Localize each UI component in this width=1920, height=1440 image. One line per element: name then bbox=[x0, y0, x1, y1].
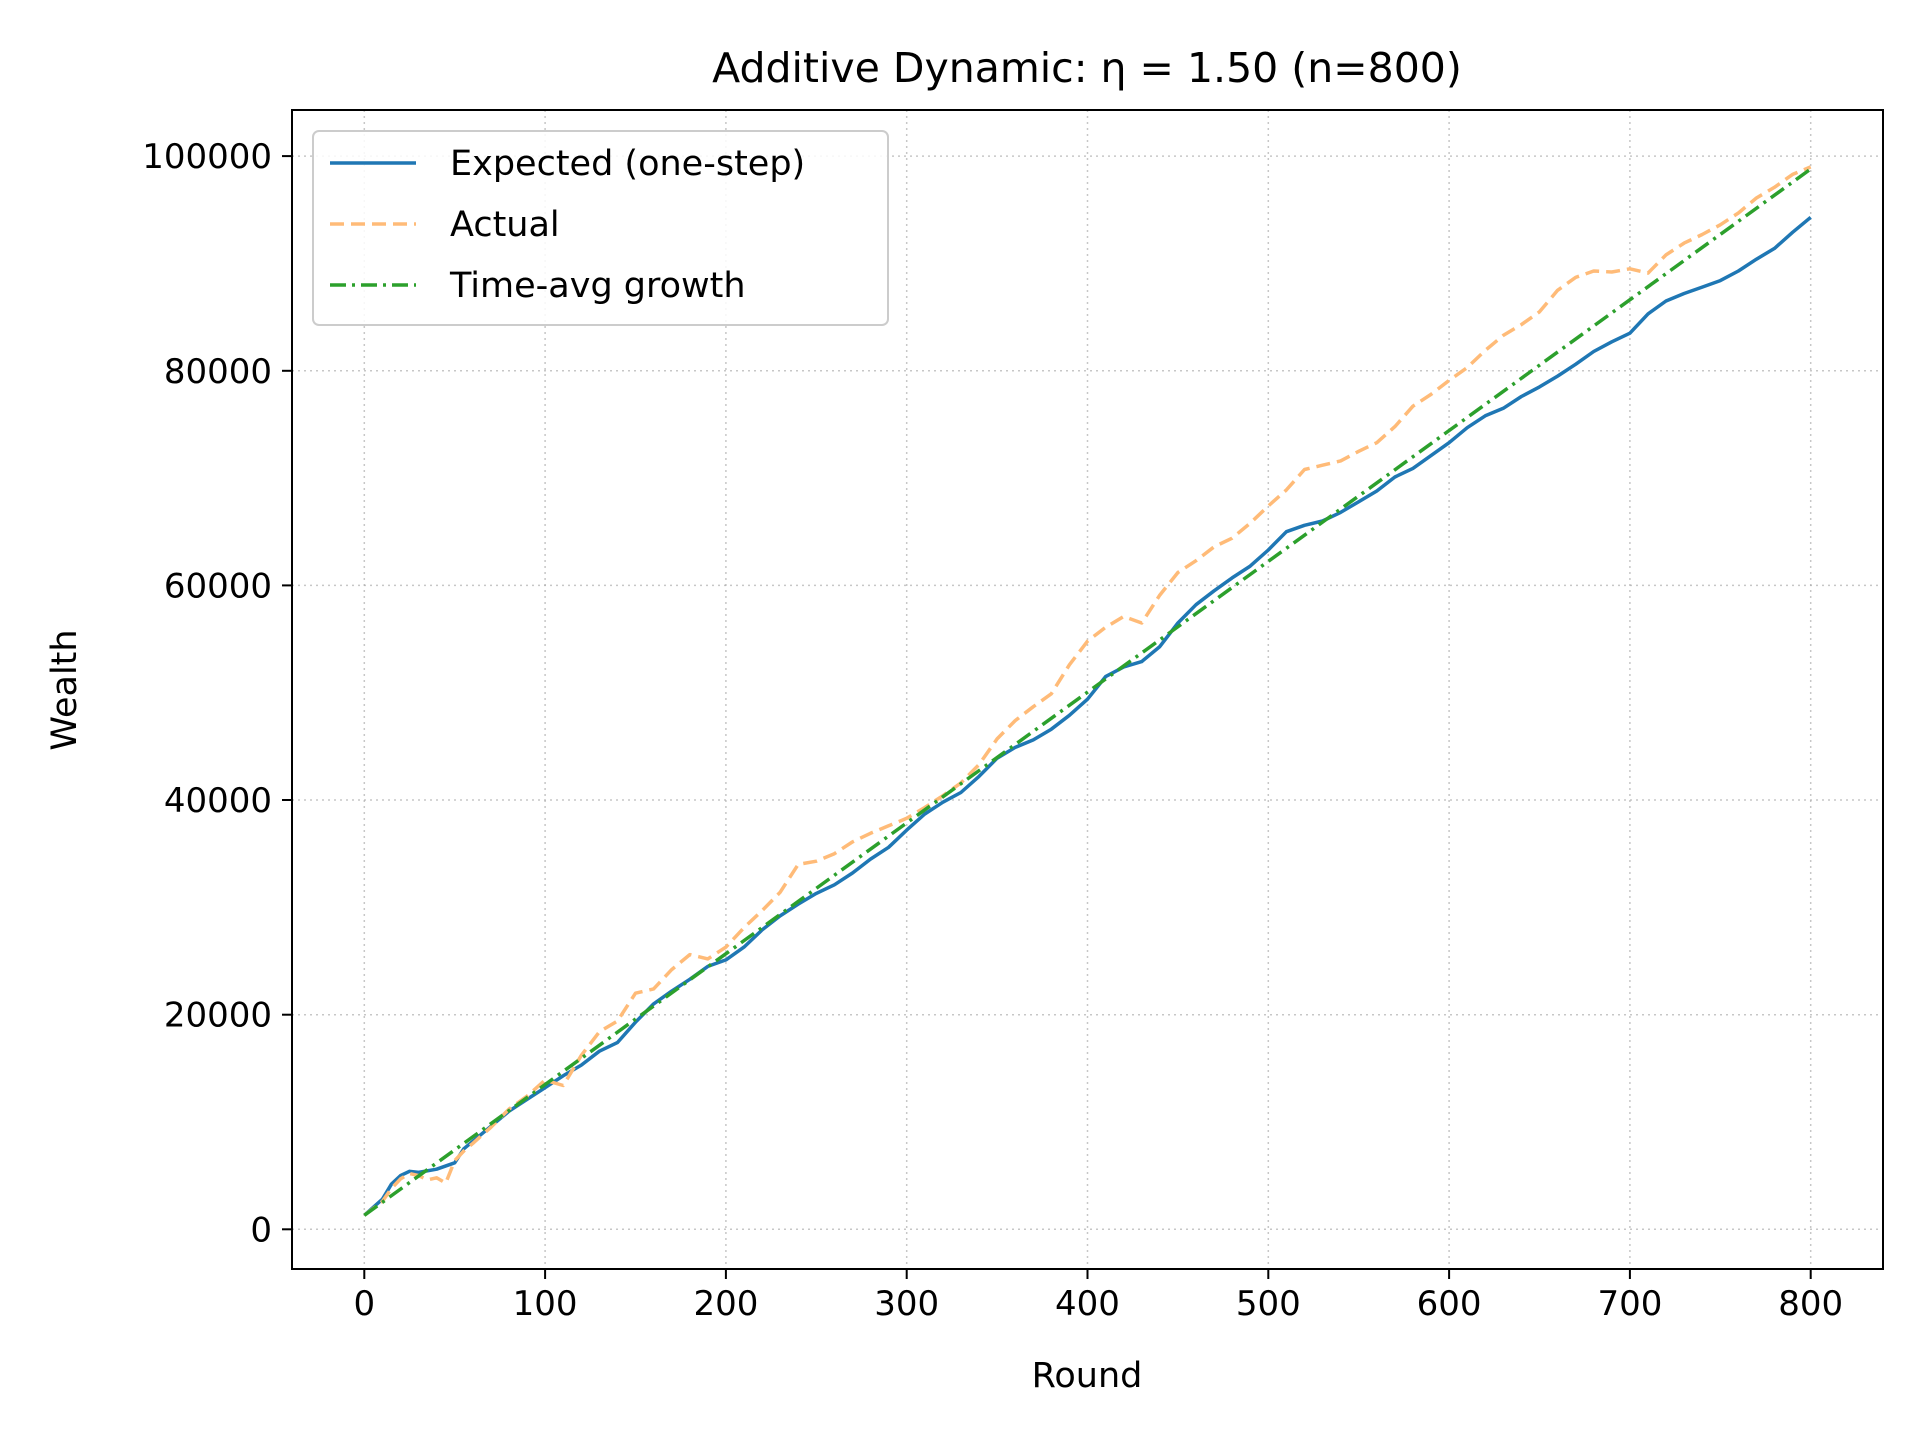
series-line-expected-one-step bbox=[363, 215, 1812, 1217]
x-tick-label: 300 bbox=[874, 1284, 939, 1324]
legend-label-time-avg-growth: Time-avg growth bbox=[449, 266, 746, 306]
plot-series bbox=[363, 165, 1812, 1217]
y-tick-label: 40000 bbox=[164, 781, 272, 821]
y-tick-label: 80000 bbox=[164, 352, 272, 392]
x-tick-label: 0 bbox=[353, 1284, 375, 1324]
y-tick-label: 100000 bbox=[142, 137, 272, 177]
series-line-time-avg-growth bbox=[363, 167, 1812, 1217]
legend-label-expected-one-step: Expected (one-step) bbox=[450, 144, 805, 184]
chart-title: Additive Dynamic: η = 1.50 (n=800) bbox=[712, 44, 1462, 92]
y-tick-label: 20000 bbox=[164, 996, 272, 1036]
x-tick-label: 500 bbox=[1236, 1284, 1301, 1324]
x-tick-label: 600 bbox=[1417, 1284, 1482, 1324]
legend-box bbox=[312, 130, 889, 326]
x-tick-label: 200 bbox=[693, 1284, 758, 1324]
y-tick-label: 0 bbox=[250, 1210, 272, 1250]
x-tick-label: 100 bbox=[513, 1284, 578, 1324]
series-line-actual bbox=[363, 165, 1812, 1217]
x-axis-title: Round bbox=[1032, 1356, 1143, 1396]
legend-label-actual: Actual bbox=[450, 205, 560, 245]
x-tick-label: 700 bbox=[1597, 1284, 1662, 1324]
legend: Expected (one-step) Actual Time-avg growth bbox=[312, 130, 889, 326]
y-axis-title: Wealth bbox=[45, 629, 85, 750]
x-axis-ticks: 0 100 200 300 400 500 600 700 800 bbox=[353, 1269, 1843, 1324]
y-axis-ticks: 0 20000 40000 60000 80000 100000 bbox=[142, 137, 292, 1250]
x-tick-label: 800 bbox=[1778, 1284, 1843, 1324]
y-tick-label: 60000 bbox=[164, 566, 272, 606]
x-tick-label: 400 bbox=[1055, 1284, 1120, 1324]
